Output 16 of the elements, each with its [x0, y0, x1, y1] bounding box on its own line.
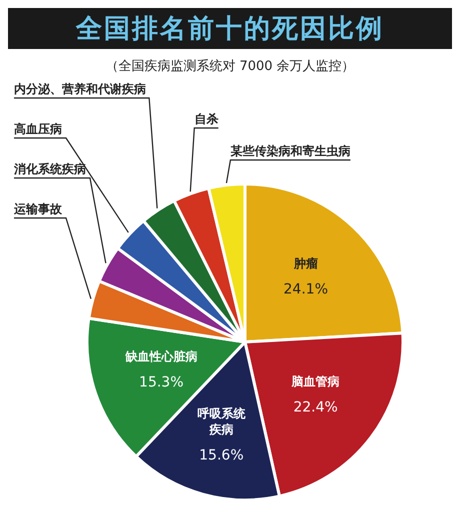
slice-label: 脑血管病 [290, 374, 340, 388]
data-label: 15.6% [199, 447, 244, 464]
data-label: 22.4% [293, 399, 338, 416]
slice-label: 呼吸系统疾病 [197, 406, 246, 436]
slice-label: 高血压病 [14, 122, 62, 136]
data-label: 15.3% [139, 374, 184, 391]
slice-label: 内分泌、营养和代谢疾病 [14, 82, 146, 96]
slice-label: 运输事故 [13, 202, 63, 216]
data-label: 24.1% [284, 282, 328, 298]
slice-label: 缺血性心脏病 [124, 350, 198, 364]
slice-label: 肿瘤 [292, 256, 318, 271]
chart-title: 全国排名前十的死因比例 [8, 8, 452, 49]
slice-label: 某些传染病和寄生虫病 [229, 144, 350, 158]
slice-label: 自杀 [194, 112, 218, 126]
chart-subtitle: （全国疾病监测系统对 7000 余万人监控） [104, 58, 356, 75]
slice-label: 消化系统疾病 [13, 162, 86, 176]
